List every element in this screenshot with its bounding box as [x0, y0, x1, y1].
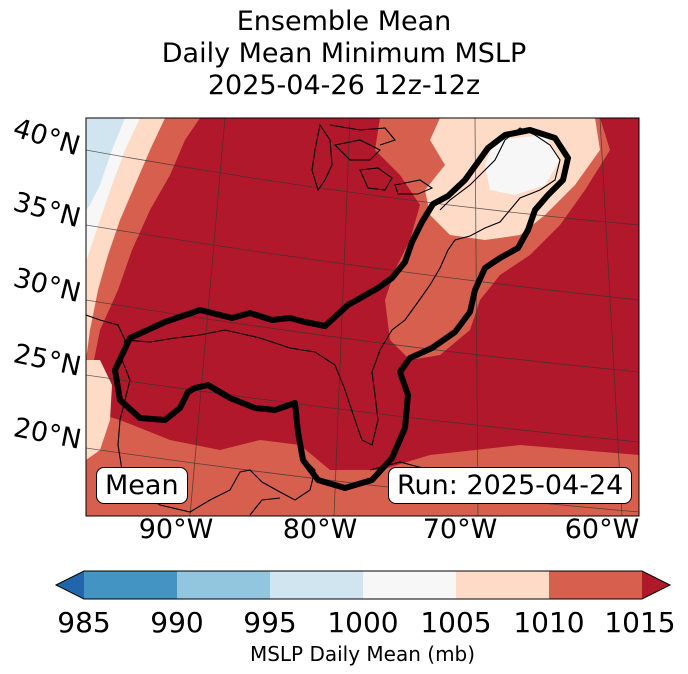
map-area: [86, 118, 639, 516]
colorbar-tick-1005: 1005: [420, 606, 492, 639]
colorbar-segment-985-990: [84, 571, 177, 599]
mean-box: Mean: [96, 467, 188, 504]
colorbar-segment-990-995: [177, 571, 270, 599]
lon-label-90w: 90°W: [138, 514, 214, 545]
colorbar-extend-high: [642, 571, 670, 599]
title-line-1: Ensemble Mean: [236, 6, 452, 37]
colorbar-segment-1005-1010: [456, 571, 549, 599]
colorbar: [54, 570, 672, 600]
map-frame: [85, 117, 640, 517]
lon-label-80w: 80°W: [282, 514, 358, 545]
colorbar-tick-1000: 1000: [327, 606, 399, 639]
colorbar-segment-995-1000: [270, 571, 363, 599]
field-995-1000-northeast: [485, 135, 560, 195]
colorbar-extend-low: [56, 571, 84, 599]
title-line-2: Daily Mean Minimum MSLP: [161, 38, 527, 69]
colorbar-tick-1010: 1010: [513, 606, 585, 639]
field-1000-1005-gulf: [86, 360, 112, 460]
colorbar-label: MSLP Daily Mean (mb): [249, 642, 476, 666]
run-box: Run: 2025-04-24: [388, 467, 633, 504]
title-line-3: 2025-04-26 12z-12z: [207, 70, 481, 101]
colorbar-segment-1000-1005: [363, 571, 456, 599]
lon-label-60w: 60°W: [564, 514, 640, 545]
mean-contour: [112, 127, 571, 491]
colorbar-tick-1015: 1015: [604, 606, 676, 639]
field-990-995-northwest: [86, 118, 125, 210]
lon-label-70w: 70°W: [422, 514, 498, 545]
graticule: [86, 118, 639, 516]
colorbar-tick-995: 995: [243, 606, 297, 639]
colorbar-tick-990: 990: [150, 606, 204, 639]
colorbar-tick-985: 985: [57, 606, 111, 639]
colorbar-segment-1010-1015: [549, 571, 642, 599]
